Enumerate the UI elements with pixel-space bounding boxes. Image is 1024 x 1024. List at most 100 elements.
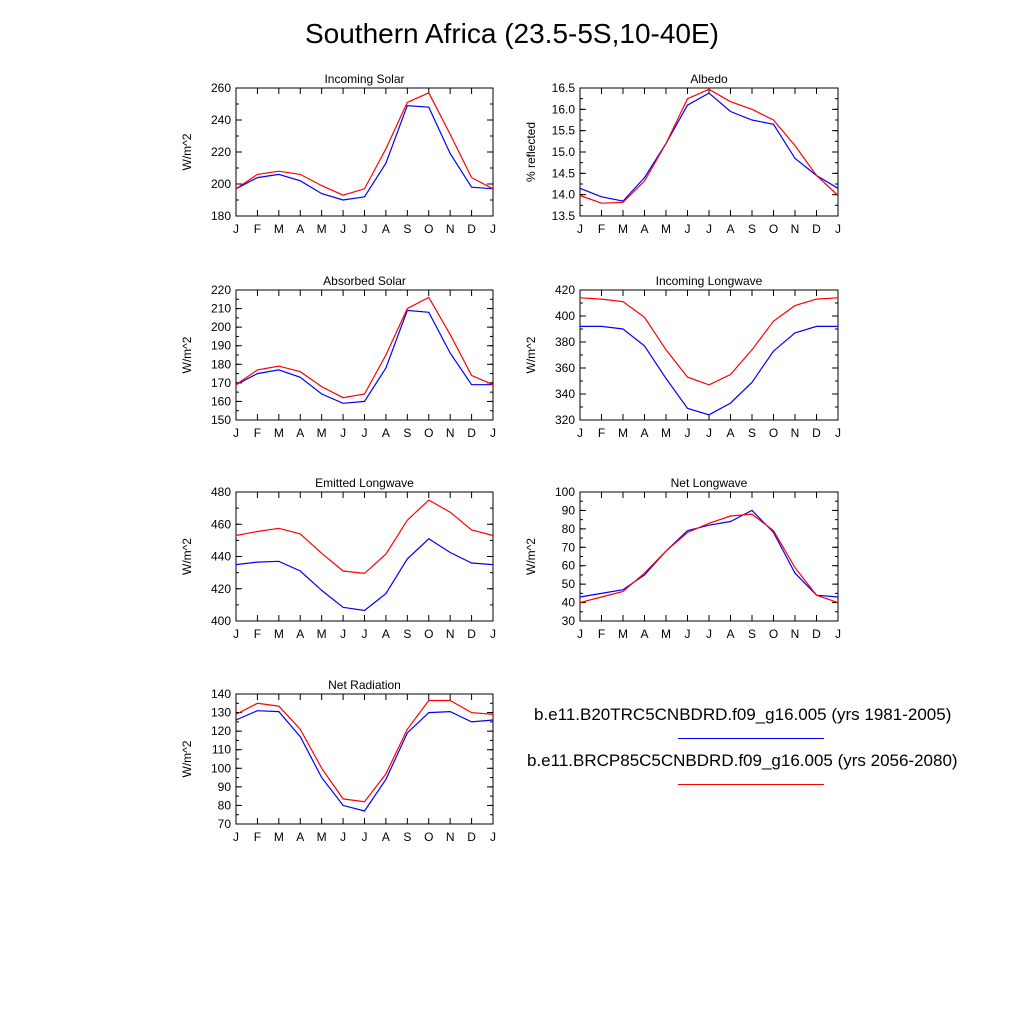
- y-tick-label: 440: [211, 550, 231, 564]
- x-tick-label: F: [598, 627, 605, 641]
- x-tick-label: J: [685, 627, 691, 641]
- x-tick-label: J: [233, 627, 239, 641]
- x-tick-label: D: [812, 426, 821, 440]
- y-tick-label: 380: [555, 335, 575, 349]
- x-tick-label: D: [467, 426, 476, 440]
- x-tick-label: O: [424, 830, 433, 844]
- series-line-future: [235, 699, 494, 803]
- x-tick-label: S: [403, 426, 411, 440]
- x-tick-label: M: [618, 627, 628, 641]
- x-tick-label: M: [618, 426, 628, 440]
- x-tick-label: M: [661, 627, 671, 641]
- series-line-future: [235, 296, 494, 399]
- panel-title: Incoming Longwave: [656, 274, 763, 288]
- plot-frame: [579, 491, 839, 622]
- x-tick-label: S: [403, 830, 411, 844]
- x-tick-label: A: [382, 222, 390, 236]
- x-tick-label: O: [769, 426, 778, 440]
- y-tick-label: 80: [218, 798, 232, 812]
- x-tick-label: A: [296, 222, 304, 236]
- x-tick-label: N: [446, 627, 455, 641]
- x-tick-label: M: [274, 426, 284, 440]
- y-tick-label: 70: [562, 540, 576, 554]
- x-tick-label: N: [446, 426, 455, 440]
- x-tick-label: J: [233, 426, 239, 440]
- y-axis-label: W/m^2: [180, 538, 194, 575]
- x-tick-label: A: [640, 222, 648, 236]
- y-tick-label: 420: [555, 283, 575, 297]
- series-line-historical: [579, 92, 839, 202]
- y-axis-label: W/m^2: [524, 538, 538, 575]
- x-tick-label: A: [296, 830, 304, 844]
- x-tick-label: N: [446, 222, 455, 236]
- x-tick-label: J: [706, 426, 712, 440]
- y-tick-label: 460: [211, 517, 231, 531]
- x-tick-label: J: [233, 222, 239, 236]
- figure-title: Southern Africa (23.5-5S,10-40E): [304, 18, 719, 49]
- x-tick-label: S: [748, 222, 756, 236]
- y-tick-label: 320: [555, 413, 575, 427]
- chart-panel-3: Incoming Longwave W/m^2 320 340 360 380 400 420…: [524, 274, 841, 440]
- panel-title: Net Longwave: [671, 476, 748, 490]
- x-tick-label: D: [467, 830, 476, 844]
- y-tick-label: 420: [211, 582, 231, 596]
- y-axis-label: W/m^2: [180, 740, 194, 777]
- x-tick-label: J: [490, 426, 496, 440]
- plot-frame: [235, 491, 494, 622]
- x-tick-label: N: [791, 426, 800, 440]
- x-tick-label: J: [340, 426, 346, 440]
- x-tick-label: J: [340, 830, 346, 844]
- y-tick-label: 160: [211, 394, 231, 408]
- x-tick-label: F: [598, 222, 605, 236]
- y-tick-label: 260: [211, 81, 231, 95]
- y-tick-label: 400: [555, 309, 575, 323]
- x-tick-label: J: [685, 222, 691, 236]
- x-tick-label: M: [317, 426, 327, 440]
- x-tick-label: O: [769, 627, 778, 641]
- x-tick-label: N: [446, 830, 455, 844]
- series-line-historical: [580, 325, 838, 416]
- x-tick-label: J: [340, 222, 346, 236]
- x-tick-label: M: [274, 222, 284, 236]
- y-tick-label: 90: [218, 780, 232, 794]
- chart-panel-6: Net Radiation W/m^2 70 80 90 100 110 120 130 140 J…: [180, 678, 496, 844]
- legend-line-future: [678, 784, 824, 785]
- y-tick-label: 70: [218, 817, 232, 831]
- y-tick-label: 360: [555, 361, 575, 375]
- panel-title: Absorbed Solar: [323, 274, 406, 288]
- x-tick-label: J: [577, 222, 583, 236]
- y-axis-label: W/m^2: [180, 133, 194, 170]
- series-line-historical: [235, 710, 494, 812]
- x-tick-label: J: [685, 426, 691, 440]
- x-tick-label: A: [726, 627, 734, 641]
- y-tick-label: 200: [211, 177, 231, 191]
- x-tick-label: S: [748, 627, 756, 641]
- y-tick-label: 340: [555, 387, 575, 401]
- x-tick-label: A: [382, 627, 390, 641]
- y-tick-label: 400: [211, 614, 231, 628]
- x-tick-label: S: [748, 426, 756, 440]
- series-line-historical: [579, 509, 839, 598]
- x-tick-label: J: [490, 222, 496, 236]
- x-tick-label: A: [726, 426, 734, 440]
- y-tick-label: 15.0: [552, 145, 576, 159]
- y-axis-label: W/m^2: [180, 336, 194, 373]
- y-tick-label: 210: [211, 302, 231, 316]
- y-tick-label: 40: [562, 596, 576, 610]
- x-tick-label: A: [726, 222, 734, 236]
- x-tick-label: J: [706, 222, 712, 236]
- x-tick-label: S: [403, 222, 411, 236]
- y-tick-label: 190: [211, 339, 231, 353]
- legend-label-future: b.e11.BRCP85C5CNBDRD.f09_g16.005 (yrs 20…: [527, 751, 958, 770]
- y-tick-label: 80: [562, 522, 576, 536]
- x-tick-label: J: [490, 830, 496, 844]
- x-tick-label: J: [577, 426, 583, 440]
- x-tick-label: F: [254, 830, 261, 844]
- x-tick-label: J: [835, 627, 841, 641]
- y-tick-label: 13.5: [552, 209, 576, 223]
- x-tick-label: A: [640, 627, 648, 641]
- series-line-future: [579, 297, 839, 386]
- x-tick-label: D: [467, 627, 476, 641]
- x-tick-label: J: [706, 627, 712, 641]
